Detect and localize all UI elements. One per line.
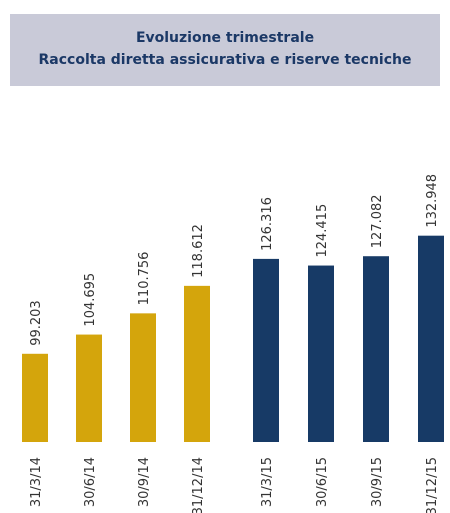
x-tick-label: 31/3/14	[29, 457, 44, 507]
bar	[308, 265, 334, 442]
value-label: 127.082	[370, 194, 385, 248]
x-tick-label: 30/9/15	[370, 457, 385, 507]
bar	[22, 353, 48, 442]
chart-title: Evoluzione trimestrale	[136, 30, 314, 46]
bar	[76, 334, 102, 442]
bar	[184, 285, 210, 442]
title-box	[10, 14, 440, 86]
value-label: 99.203	[29, 300, 44, 346]
value-label: 104.695	[83, 273, 98, 327]
chart-subtitle: Raccolta diretta assicurativa e riserve …	[39, 52, 412, 68]
x-tick-label: 31/12/15	[425, 457, 440, 513]
x-tick-label: 30/6/15	[315, 457, 330, 507]
x-tick-label: 31/12/14	[191, 457, 206, 513]
bar	[363, 256, 389, 442]
x-tick-label: 30/6/14	[83, 457, 98, 507]
value-label: 124.415	[315, 204, 330, 258]
x-tick-label: 30/9/14	[137, 457, 152, 507]
x-tick-label: 31/3/15	[260, 457, 275, 507]
value-label: 110.756	[137, 252, 152, 306]
value-label: 118.612	[191, 224, 206, 278]
bar	[418, 235, 444, 442]
value-label: 132.948	[425, 174, 440, 228]
bar	[253, 258, 279, 442]
bar	[130, 313, 156, 442]
value-label: 126.316	[260, 197, 275, 251]
